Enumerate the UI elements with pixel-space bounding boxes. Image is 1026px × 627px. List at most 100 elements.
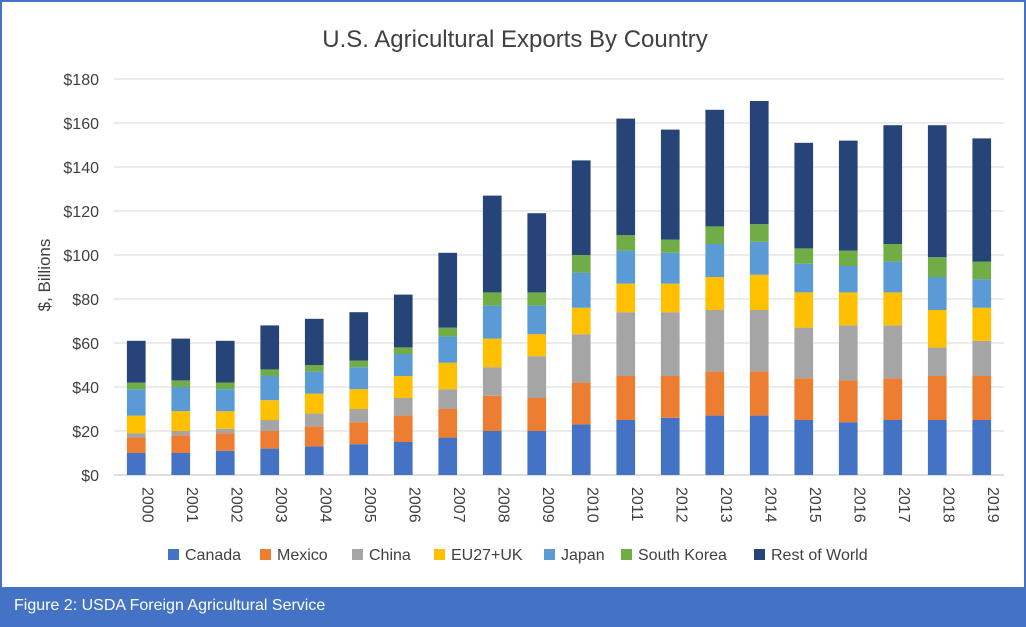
y-tick-label: $120 bbox=[63, 204, 99, 221]
bar-segment bbox=[927, 310, 947, 348]
bar-segment bbox=[171, 411, 191, 431]
grid-lines bbox=[114, 78, 1004, 476]
bar-segment bbox=[616, 235, 636, 251]
bar-segment bbox=[527, 334, 547, 357]
bar-segment bbox=[660, 417, 680, 475]
bar-segment bbox=[705, 310, 725, 372]
bar-segment bbox=[927, 347, 947, 376]
bar-segment bbox=[571, 255, 591, 273]
bar-segment bbox=[482, 431, 502, 475]
legend-swatch bbox=[621, 549, 632, 560]
bar-segment bbox=[749, 241, 769, 275]
bar-segment bbox=[616, 376, 636, 420]
bar-segment bbox=[482, 292, 502, 306]
bar-segment bbox=[616, 118, 636, 236]
bar-segment bbox=[126, 340, 146, 383]
x-tick-label: 2018 bbox=[939, 487, 956, 523]
x-tick-label: 2001 bbox=[183, 487, 200, 523]
bar-segment bbox=[527, 213, 547, 293]
bar-segment bbox=[883, 420, 903, 475]
bar-segment bbox=[705, 371, 725, 416]
bar-segment bbox=[838, 422, 858, 475]
bar-segment bbox=[349, 409, 369, 423]
x-tick-label: 2008 bbox=[494, 487, 511, 523]
y-tick-label: $140 bbox=[63, 160, 99, 177]
bar-segment bbox=[260, 420, 280, 431]
bar-segment bbox=[215, 433, 235, 451]
bar-segment bbox=[482, 395, 502, 431]
bar-segment bbox=[171, 387, 191, 412]
x-tick-labels: 2000 2001 2002 2003 2004 2005 2006 2007 2008 2009… bbox=[138, 487, 1001, 523]
bar-segment bbox=[171, 453, 191, 475]
y-tick-label: $60 bbox=[72, 336, 99, 353]
bar-segment bbox=[349, 312, 369, 361]
bar-segment bbox=[794, 420, 814, 475]
bar-segment bbox=[393, 354, 413, 376]
bar-segment bbox=[527, 356, 547, 398]
y-tick-label: $180 bbox=[63, 72, 99, 89]
legend-swatch bbox=[544, 549, 555, 560]
bar-segment bbox=[260, 431, 280, 449]
bar-segment bbox=[304, 318, 324, 365]
bar-segment bbox=[660, 239, 680, 253]
bar-segment bbox=[660, 129, 680, 240]
bar-segment bbox=[349, 422, 369, 445]
legend-swatch bbox=[352, 549, 363, 560]
chart-title: U.S. Agricultural Exports By Country bbox=[322, 26, 707, 53]
bar-segment bbox=[927, 277, 947, 310]
x-tick-label: 2009 bbox=[539, 487, 556, 523]
bar-segment bbox=[171, 338, 191, 381]
bar-segment bbox=[527, 398, 547, 431]
bar-segment bbox=[260, 376, 280, 401]
bar-segment bbox=[126, 382, 146, 390]
bar-segment bbox=[749, 224, 769, 242]
legend-label: Rest of World bbox=[771, 547, 868, 564]
bar-segment bbox=[438, 327, 458, 337]
x-tick-label: 2017 bbox=[895, 487, 912, 523]
x-tick-label: 2016 bbox=[850, 487, 867, 523]
y-axis-label: $, Billions bbox=[35, 239, 54, 312]
bar-segment bbox=[749, 371, 769, 416]
y-tick-label: $0 bbox=[81, 468, 99, 485]
bar-segment bbox=[215, 450, 235, 475]
bar-segment bbox=[215, 411, 235, 429]
bar-segment bbox=[927, 376, 947, 420]
bar-segment bbox=[304, 365, 324, 372]
bar-segment bbox=[260, 325, 280, 370]
x-tick-label: 2015 bbox=[806, 487, 823, 523]
x-tick-label: 2005 bbox=[361, 487, 378, 523]
bar-segment bbox=[393, 347, 413, 354]
bar-segment bbox=[571, 272, 591, 308]
bar-segment bbox=[304, 371, 324, 394]
bar-segment bbox=[794, 378, 814, 420]
bar-segment bbox=[883, 378, 903, 420]
bar-segment bbox=[616, 283, 636, 313]
x-tick-label: 2019 bbox=[984, 487, 1001, 523]
x-tick-label: 2002 bbox=[227, 487, 244, 523]
x-tick-label: 2004 bbox=[316, 487, 333, 523]
bar-segment bbox=[126, 389, 146, 416]
legend-label: Mexico bbox=[277, 547, 328, 564]
legend-label: China bbox=[369, 547, 411, 564]
bar-segment bbox=[571, 424, 591, 475]
bar-segment bbox=[927, 257, 947, 277]
y-tick-labels: $0 $20 $40 $60 $80 $100 $120 $140 $160 $180 bbox=[63, 72, 99, 485]
bar-segment bbox=[838, 266, 858, 293]
bar-segment bbox=[705, 277, 725, 310]
bar-segment bbox=[972, 340, 992, 376]
bar-segment bbox=[705, 415, 725, 475]
bar-segment bbox=[660, 252, 680, 284]
bar-segment bbox=[972, 376, 992, 420]
bar-segment bbox=[838, 250, 858, 266]
bar-segment bbox=[794, 248, 814, 264]
bar-segment bbox=[838, 380, 858, 423]
bar-segment bbox=[349, 367, 369, 390]
bar-segment bbox=[393, 415, 413, 442]
bar-segment bbox=[972, 420, 992, 475]
bar-segment bbox=[438, 409, 458, 438]
bar-segment bbox=[171, 435, 191, 453]
bar-segment bbox=[438, 362, 458, 390]
x-tick-label: 2013 bbox=[717, 487, 734, 523]
bar-segment bbox=[794, 292, 814, 328]
